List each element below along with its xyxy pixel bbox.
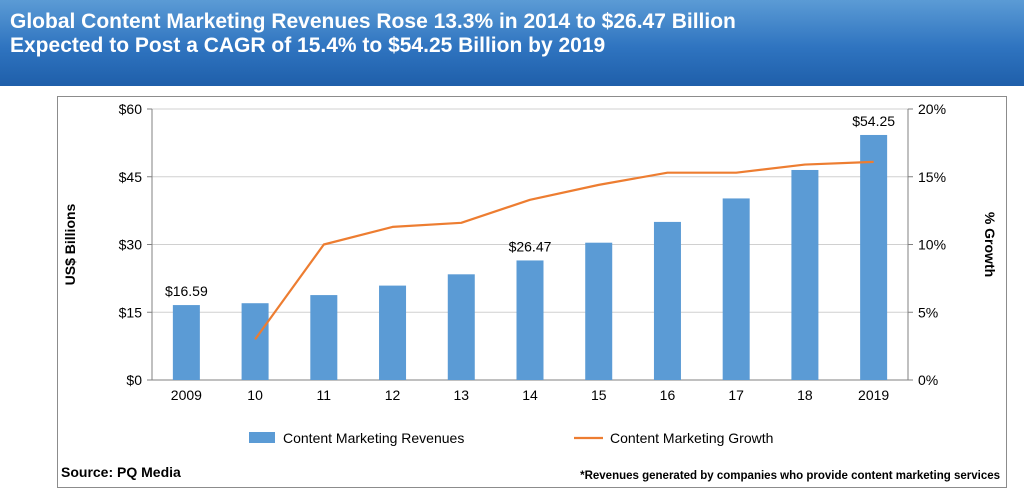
- legend-swatch-revenues: [249, 432, 275, 443]
- revenue-growth-chart: $0 $15 $30 $45 $60 0% 5% 10% 15% 20% US$ Billions%…: [62, 101, 998, 446]
- legend-label-revenues: Content Marketing Revenues: [283, 430, 464, 446]
- footnote: *Revenues generated by companies who pro…: [580, 470, 1000, 482]
- x-tick-label: 12: [385, 387, 401, 403]
- revenue-bar: [722, 198, 750, 380]
- x-tick-label: 16: [660, 387, 676, 403]
- y2-axis-title: % Growth: [982, 212, 998, 277]
- y-tick-label: $15: [119, 304, 143, 320]
- y-axis-title: US$ Billions: [62, 203, 78, 285]
- growth-line: [254, 160, 874, 340]
- revenue-bar: [310, 295, 338, 380]
- revenue-bar: [585, 242, 613, 380]
- title-line-1: Global Content Marketing Revenues Rose 1…: [10, 10, 736, 33]
- revenue-bar: [379, 285, 407, 380]
- revenue-bar: [516, 260, 544, 380]
- x-tick-label: 11: [317, 387, 332, 403]
- revenue-bar: [791, 169, 819, 380]
- y2-tick-label: 20%: [918, 101, 946, 117]
- chart-container: $0 $15 $30 $45 $60 0% 5% 10% 15% 20% US$ Billions%…: [57, 96, 1007, 488]
- x-tick-label: 15: [591, 387, 607, 403]
- y2-tick-label: 15%: [918, 169, 946, 185]
- x-tick-label: 18: [797, 387, 813, 403]
- x-tick-label: 2009: [171, 387, 202, 403]
- revenue-bar: [241, 303, 269, 380]
- revenue-bar: [172, 305, 200, 380]
- x-tick-label: 17: [728, 387, 744, 403]
- title-line-2: Expected to Post a CAGR of 15.4% to $54.…: [10, 34, 606, 57]
- revenue-bar: [447, 274, 475, 380]
- page-title: Global Content Marketing Revenues Rose 1…: [10, 10, 736, 58]
- bar-data-label: $26.47: [509, 238, 552, 254]
- x-tick-label: 10: [247, 387, 263, 403]
- y-tick-label: $60: [119, 101, 143, 117]
- x-tick-label: 2019: [858, 387, 889, 403]
- bar-data-label: $16.59: [165, 283, 208, 299]
- y2-tick-label: 5%: [918, 304, 938, 320]
- header-banner: Global Content Marketing Revenues Rose 1…: [0, 0, 1024, 86]
- y-tick-label: $30: [119, 237, 143, 253]
- legend-label-growth: Content Marketing Growth: [610, 430, 773, 446]
- y-tick-label: $45: [119, 169, 143, 185]
- x-tick-label: 14: [522, 387, 538, 403]
- x-tick-label: 13: [453, 387, 469, 403]
- revenue-bar: [653, 221, 681, 380]
- source-label: Source: PQ Media: [61, 464, 181, 480]
- y-tick-label: $0: [126, 372, 142, 388]
- y2-tick-label: 0%: [918, 372, 938, 388]
- revenue-bar: [860, 134, 888, 380]
- bar-data-label: $54.25: [852, 113, 895, 129]
- y2-tick-label: 10%: [918, 237, 946, 253]
